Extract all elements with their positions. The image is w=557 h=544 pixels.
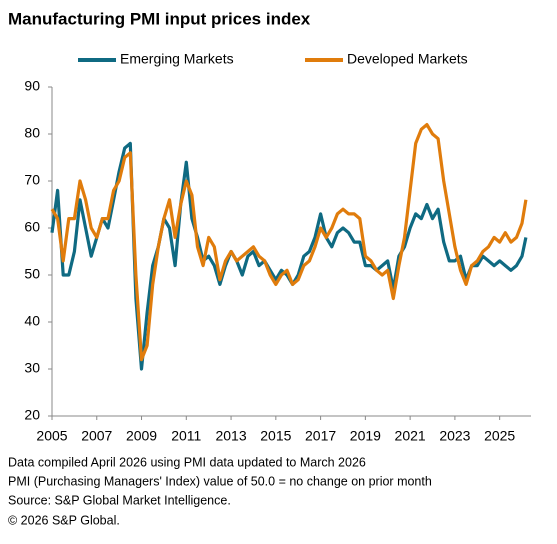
series-line	[50, 141, 528, 371]
x-tick-label: 2019	[350, 428, 381, 444]
y-tick-label: 60	[24, 219, 40, 235]
legend-label: Developed Markets	[347, 51, 468, 67]
chart-title: Manufacturing PMI input prices index	[8, 9, 311, 28]
series-line	[50, 123, 528, 362]
x-tick-label: 2021	[395, 428, 426, 444]
y-tick-label: 20	[24, 407, 40, 423]
y-tick-label: 90	[24, 78, 40, 94]
y-tick-label: 50	[24, 266, 40, 282]
note: Data compiled April 2026 using PMI data …	[8, 455, 366, 469]
x-tick-label: 2023	[439, 428, 470, 444]
y-tick-label: 80	[24, 125, 40, 141]
x-tick-label: 2009	[126, 428, 157, 444]
y-tick-label: 70	[24, 172, 40, 188]
x-tick-label: 2025	[484, 428, 515, 444]
x-tick-label: 2007	[81, 428, 112, 444]
y-tick-label: 30	[24, 360, 40, 376]
x-tick-label: 2011	[171, 428, 201, 444]
x-tick-label: 2005	[36, 428, 67, 444]
x-tick-label: 2017	[305, 428, 336, 444]
note: PMI (Purchasing Managers' Index) value o…	[8, 474, 432, 488]
legend-label: Emerging Markets	[120, 51, 234, 67]
note: © 2026 S&P Global.	[8, 513, 120, 527]
y-tick-label: 40	[24, 313, 40, 329]
x-tick-label: 2015	[260, 428, 291, 444]
note: Source: S&P Global Market Intelligence.	[8, 493, 231, 507]
x-tick-label: 2013	[215, 428, 246, 444]
